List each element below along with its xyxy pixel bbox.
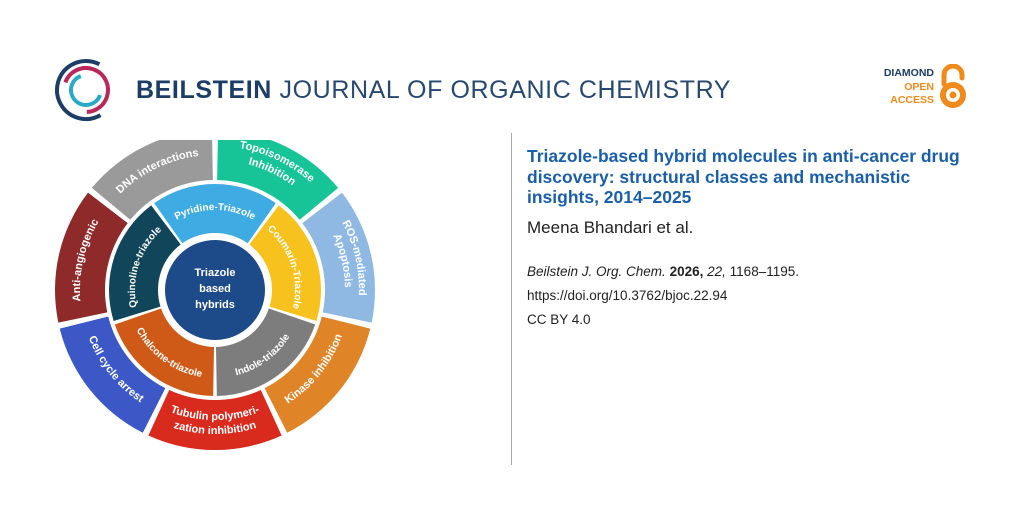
inner-segment-quinoline-triazole: [108, 205, 181, 321]
inner-segment-chalcone-triazole: [114, 308, 215, 396]
badge-diamond: DIAMOND: [883, 67, 934, 79]
outer-segment-topoisomerase: [217, 130, 339, 220]
open-lock-icon: [940, 64, 966, 108]
diamond-open-access-badge: DIAMOND OPEN ACCESS: [870, 64, 970, 114]
inner-segment-coumarin-triazole: [249, 205, 322, 321]
outer-segment-kinase-inhibition: [264, 316, 371, 433]
center-label-line1: Triazole: [195, 267, 236, 279]
inner-segment-indole-triazole: [215, 308, 316, 396]
article-title[interactable]: Triazole-based hybrid molecules in anti-…: [527, 146, 960, 207]
inner-ring: Pyridine-TriazoleCoumarin-TriazoleIndole…: [108, 183, 322, 396]
citation-journal: Beilstein J. Org. Chem.: [527, 263, 666, 279]
outer-segment-dna-interactions: [91, 130, 213, 220]
journal-name: BEILSTEIN JOURNAL OF ORGANIC CHEMISTRY: [136, 76, 731, 105]
article-citation: Beilstein J. Org. Chem. 2026, 22, 1168–1…: [527, 264, 967, 279]
citation-year: 2026,: [669, 263, 704, 279]
badge-access: ACCESS: [890, 94, 934, 106]
journal-logo-icon: [55, 59, 117, 121]
vertical-divider: [511, 133, 512, 465]
journal-header: BEILSTEIN JOURNAL OF ORGANIC CHEMISTRY: [54, 58, 730, 121]
center-label-line2: based: [199, 283, 231, 295]
graphical-abstract: Topoisomerase Inhibition ROS-mediated Apopt…: [50, 130, 380, 470]
article-authors: Meena Bhandari et al.: [527, 217, 694, 237]
badge-open: OPEN: [904, 80, 934, 93]
journal-name-bold: BEILSTEIN: [136, 76, 272, 104]
outer-label-zation-inhibition: zation inhibition: [172, 419, 257, 437]
citation-volume: 22,: [707, 263, 726, 279]
outer-segment-anti-angiogenic: [55, 192, 128, 323]
outer-ring: TopoisomeraseInhibitionROS-mediatedApopt…: [55, 130, 376, 450]
center-label-line3: hybrids: [195, 299, 235, 311]
article-license: CC BY 4.0: [527, 311, 591, 327]
outer-segment-cell-cycle-arrest: [59, 316, 166, 433]
article-doi-link[interactable]: https://doi.org/10.3762/bjoc.22.94: [527, 287, 728, 303]
outer-segment-tubulin-polymeri: [148, 390, 282, 450]
triazole-wheel-diagram: TopoisomeraseInhibitionROS-mediatedApopt…: [55, 130, 376, 450]
journal-name-light: JOURNAL OF ORGANIC CHEMISTRY: [279, 76, 732, 104]
inner-segment-pyridine-triazole: [154, 183, 276, 244]
badge-text: DIAMOND OPEN ACCESS: [884, 67, 934, 108]
citation-pages: 1168–1195.: [729, 263, 799, 279]
article-info: Triazole-based hybrid molecules in anti-…: [527, 146, 967, 327]
outer-segment-ros-mediated: [302, 192, 376, 323]
center-circle: [165, 240, 265, 340]
